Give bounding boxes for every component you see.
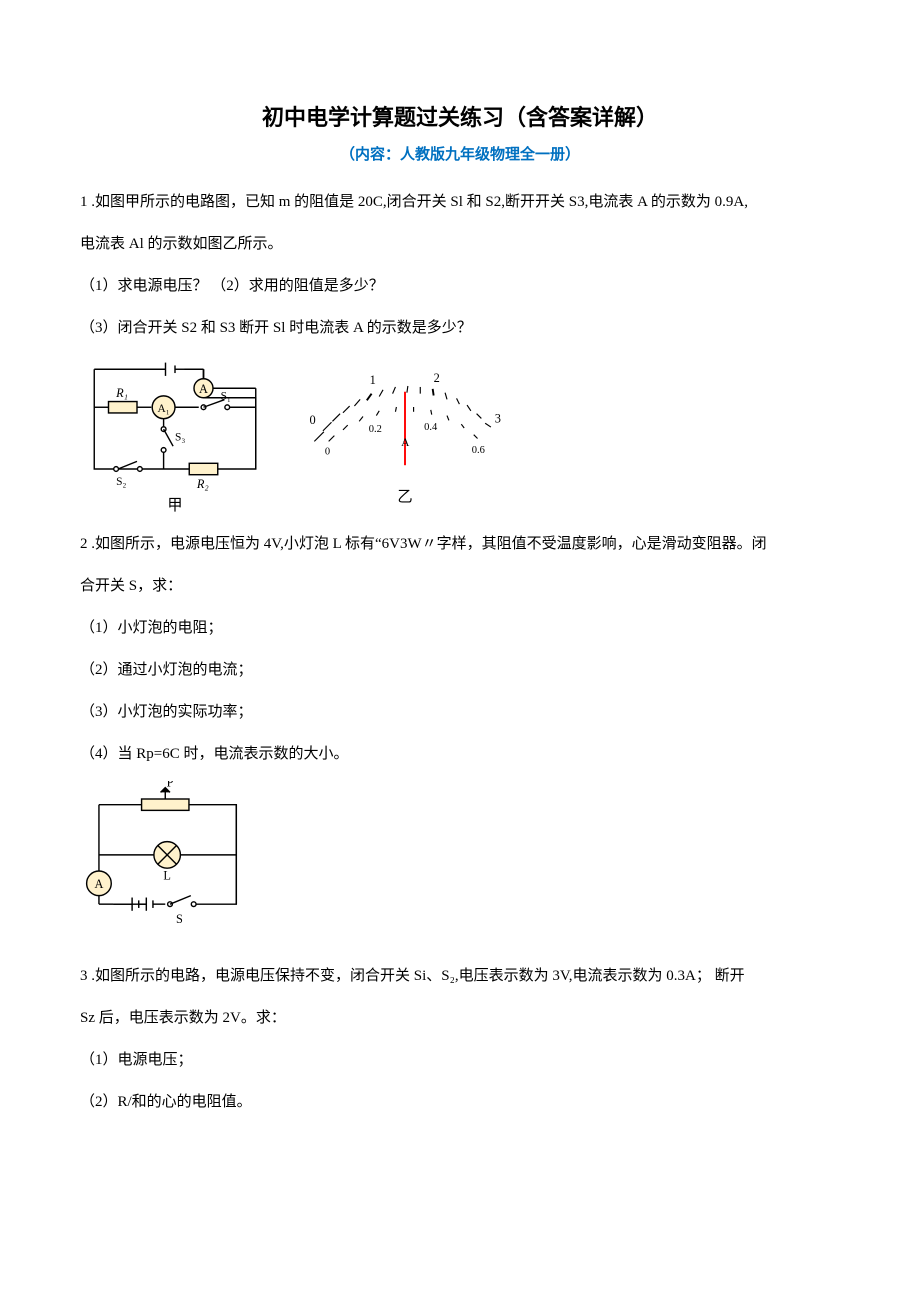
label-R2: R₂	[196, 477, 209, 491]
q3-p1: （1）电源电压；	[80, 1039, 840, 1081]
dial-bot-0: 0	[325, 447, 330, 458]
caption-yi: 乙	[397, 489, 412, 506]
page-title: 初中电学计算题过关练习（含答案详解）	[80, 100, 840, 135]
dial-bot-1: 0.2	[369, 424, 382, 435]
q1-part1-2: （1）求电源电压？ （2）求用的阻值是多少？	[80, 265, 840, 307]
label-A1: A₁	[157, 403, 169, 415]
dial-bot-3: 0.6	[472, 445, 485, 456]
dial-bot-2: 0.4	[424, 422, 438, 433]
q2-p2: （2）通过小灯泡的电流；	[80, 649, 840, 691]
q3-intro1: 3 .如图所示的电路，电源电压保持不变，闭合开关 Si、S₂,电压表示数为 3V…	[80, 955, 840, 997]
q2-intro2: 合开关 S，求：	[80, 565, 840, 607]
dial-center-A: A	[401, 437, 410, 449]
dial-top-3: 3	[495, 411, 501, 425]
q2-p4: （4）当 Rp=6C 时，电流表示数的大小。	[80, 733, 840, 775]
dial-top-1: 1	[370, 373, 376, 387]
q3-p2: （2）R/和的心的电阻值。	[80, 1081, 840, 1123]
q3-intro2: Sz 后，电压表示数为 2V。求：	[80, 997, 840, 1039]
label-S3: S₃	[175, 432, 185, 444]
q1-part3: （3）闭合开关 S2 和 S3 断开 Sl 时电流表 A 的示数是多少？	[80, 307, 840, 349]
q2-p3: （3）小灯泡的实际功率；	[80, 691, 840, 733]
caption-jia: 甲	[167, 497, 182, 514]
q2-p1: （1）小灯泡的电阻；	[80, 607, 840, 649]
label-S1: S₁	[221, 391, 231, 403]
label-P: P	[167, 781, 174, 790]
label-L: L	[163, 868, 171, 882]
q2-circuit-diagram: P L A S	[80, 781, 260, 933]
q1-intro1: 1 .如图甲所示的电路图，已知 m 的阻值是 20C,闭合开关 Sl 和 S2,…	[80, 181, 840, 223]
dial-top-2: 2	[434, 371, 440, 385]
label-R1: R₁	[115, 386, 128, 400]
label-S2: S₂	[116, 476, 126, 488]
q1-figures: A R₁ A₁ S₁ S₃ S₂ R₂ 甲	[80, 355, 840, 517]
label-A2: A	[95, 877, 104, 891]
label-A: A	[199, 382, 208, 396]
label-S: S	[176, 912, 183, 926]
q1-ammeter-dial: 0 1 2 3 0 0.2 0.4 0.6 A 乙	[300, 365, 510, 508]
q1-circuit-diagram: A R₁ A₁ S₁ S₃ S₂ R₂ 甲	[80, 355, 270, 517]
dial-top-0: 0	[310, 413, 316, 427]
q2-intro1: 2 .如图所示，电源电压恒为 4V,小灯泡 L 标有“6V3W〃字样，其阻值不受…	[80, 523, 840, 565]
page-subtitle: （内容：人教版九年级物理全一册）	[80, 143, 840, 167]
q1-intro2: 电流表 Al 的示数如图乙所示。	[80, 223, 840, 265]
